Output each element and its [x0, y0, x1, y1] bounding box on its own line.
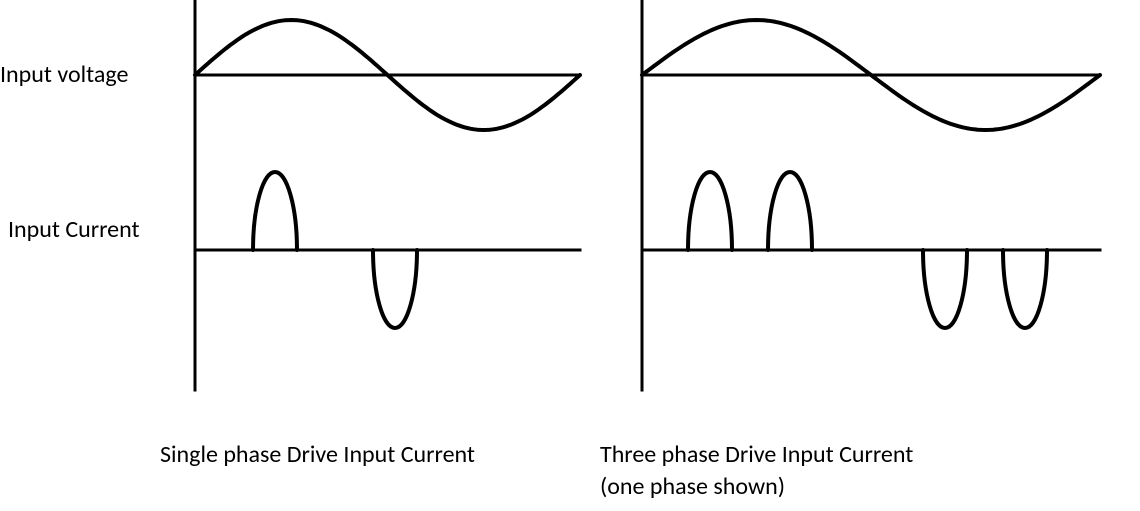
- three-current-neg-pulse-1: [1003, 250, 1047, 328]
- three-current-neg-pulse-0: [923, 250, 967, 328]
- caption-three-phase-line2: (one phase shown): [600, 472, 785, 501]
- label-input-voltage: Input voltage: [0, 60, 128, 89]
- label-input-current: Input Current: [8, 215, 140, 244]
- diagram-svg: [0, 0, 1140, 511]
- three-current-pos-pulse-1: [768, 172, 812, 250]
- single-current-neg-pulse-0: [373, 250, 417, 328]
- caption-single-phase: Single phase Drive Input Current: [160, 440, 475, 469]
- caption-three-phase-line1: Three phase Drive Input Current: [600, 440, 913, 469]
- single-current-pos-pulse-0: [253, 172, 297, 250]
- diagram-stage: Input voltage Input Current Single phase…: [0, 0, 1140, 511]
- three-current-pos-pulse-0: [688, 172, 732, 250]
